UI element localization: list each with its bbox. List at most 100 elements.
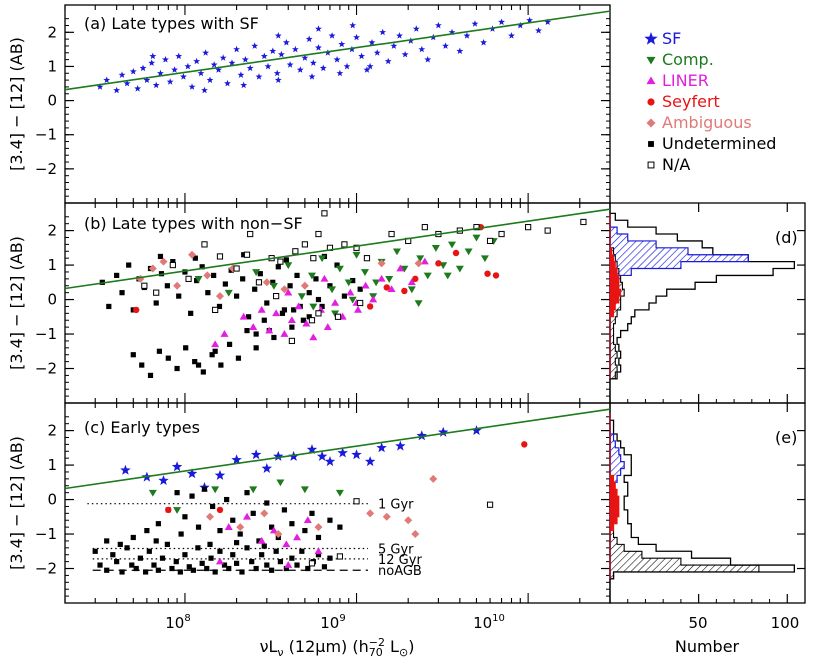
point-comp [360,269,369,276]
point-undetermined [253,345,259,351]
diamond-icon [646,118,656,128]
point-sf [139,64,147,72]
point-liner [239,312,248,320]
point-undetermined [221,562,228,568]
point-ambiguous [159,257,168,266]
point-undetermined [204,565,210,572]
point-liner [396,264,405,272]
point-undetermined [212,569,218,575]
point-undetermined [237,531,243,537]
point-liner [361,281,370,289]
point-comp [284,262,293,270]
point-sf [261,463,272,473]
point-sf [349,21,357,29]
point-comp [328,286,337,294]
point-liner [420,257,429,265]
axes-layer: −2 −1 0 1 2 −2 −1 0 1 2 −2 −1 0 1 2 [35,5,805,603]
point-liner [272,309,281,317]
legend-label: N/A [662,155,690,174]
point-sf [197,69,205,77]
point-sf [353,33,360,41]
point-undetermined [169,565,175,572]
point-sf [416,430,427,441]
point-undetermined [269,524,275,530]
point-undetermined [270,279,276,285]
point-comp [194,276,203,283]
point-sf [206,76,214,83]
point-na [363,255,371,262]
ytick-label: −1 [35,126,57,144]
point-comp [400,265,409,273]
point-na [212,306,219,313]
point-seyfert [435,260,442,267]
point-undetermined [157,253,164,260]
point-liner [257,305,266,313]
point-ambiguous [274,530,283,539]
point-undetermined [257,271,263,277]
point-liner [284,561,293,568]
point-undetermined [119,569,125,575]
point-undetermined [164,283,170,289]
point-undetermined [269,567,275,573]
ytick-label: 1 [47,57,57,75]
legend-label: Ambiguous [662,113,752,132]
point-undetermined [194,277,200,284]
triangle-up-icon [646,76,656,85]
point-undetermined [165,355,171,361]
point-ambiguous [215,292,224,301]
point-comp [423,272,432,280]
point-undetermined [182,514,188,520]
point-undetermined [190,567,196,573]
point-sf [516,21,524,29]
point-liner [320,274,329,282]
point-undetermined [147,372,154,379]
xlabel: νLν (12μm) (h70−2 L⊙) [260,636,415,659]
point-undetermined [224,496,230,503]
legend-item: N/A [647,155,690,174]
hist-tick-label-50: 50 [688,614,707,632]
point-sf [401,50,409,58]
point-comp [352,251,361,259]
point-comp [335,265,344,273]
point-sf [328,32,336,39]
point-sf [376,442,387,453]
point-undetermined [110,552,116,558]
point-undetermined [244,545,250,551]
point-sf [315,44,322,51]
point-sf [526,16,533,24]
point-comp [414,300,423,307]
point-ambiguous [203,271,212,280]
point-undetermined [153,300,159,306]
point-seyfert [165,506,172,514]
point-undetermined [283,257,289,263]
point-na [273,293,280,300]
point-comp [300,486,309,494]
point-sf [118,71,126,78]
point-sf [237,71,245,78]
point-undetermined [319,303,325,310]
point-sf [384,57,392,65]
point-sf [201,86,208,94]
point-na [341,241,348,248]
point-sf [250,449,262,460]
point-ambiguous [314,523,323,532]
point-na [357,299,364,307]
point-seyfert [216,506,224,514]
point-undetermined [176,293,182,299]
legend-item: Undetermined [648,134,776,153]
point-na [353,498,360,505]
point-undetermined [299,548,305,554]
point-seyfert [412,275,419,283]
point-comp [297,293,306,301]
point-undetermined [279,310,286,316]
point-sf [333,56,341,63]
legend-label: SF [662,29,681,48]
point-undetermined [153,538,159,544]
point-undetermined [189,493,195,499]
triangle-down-icon [646,56,656,65]
point-ambiguous [382,512,391,521]
point-sf [162,56,169,63]
point-undetermined [146,548,152,554]
point-sf [123,79,131,87]
